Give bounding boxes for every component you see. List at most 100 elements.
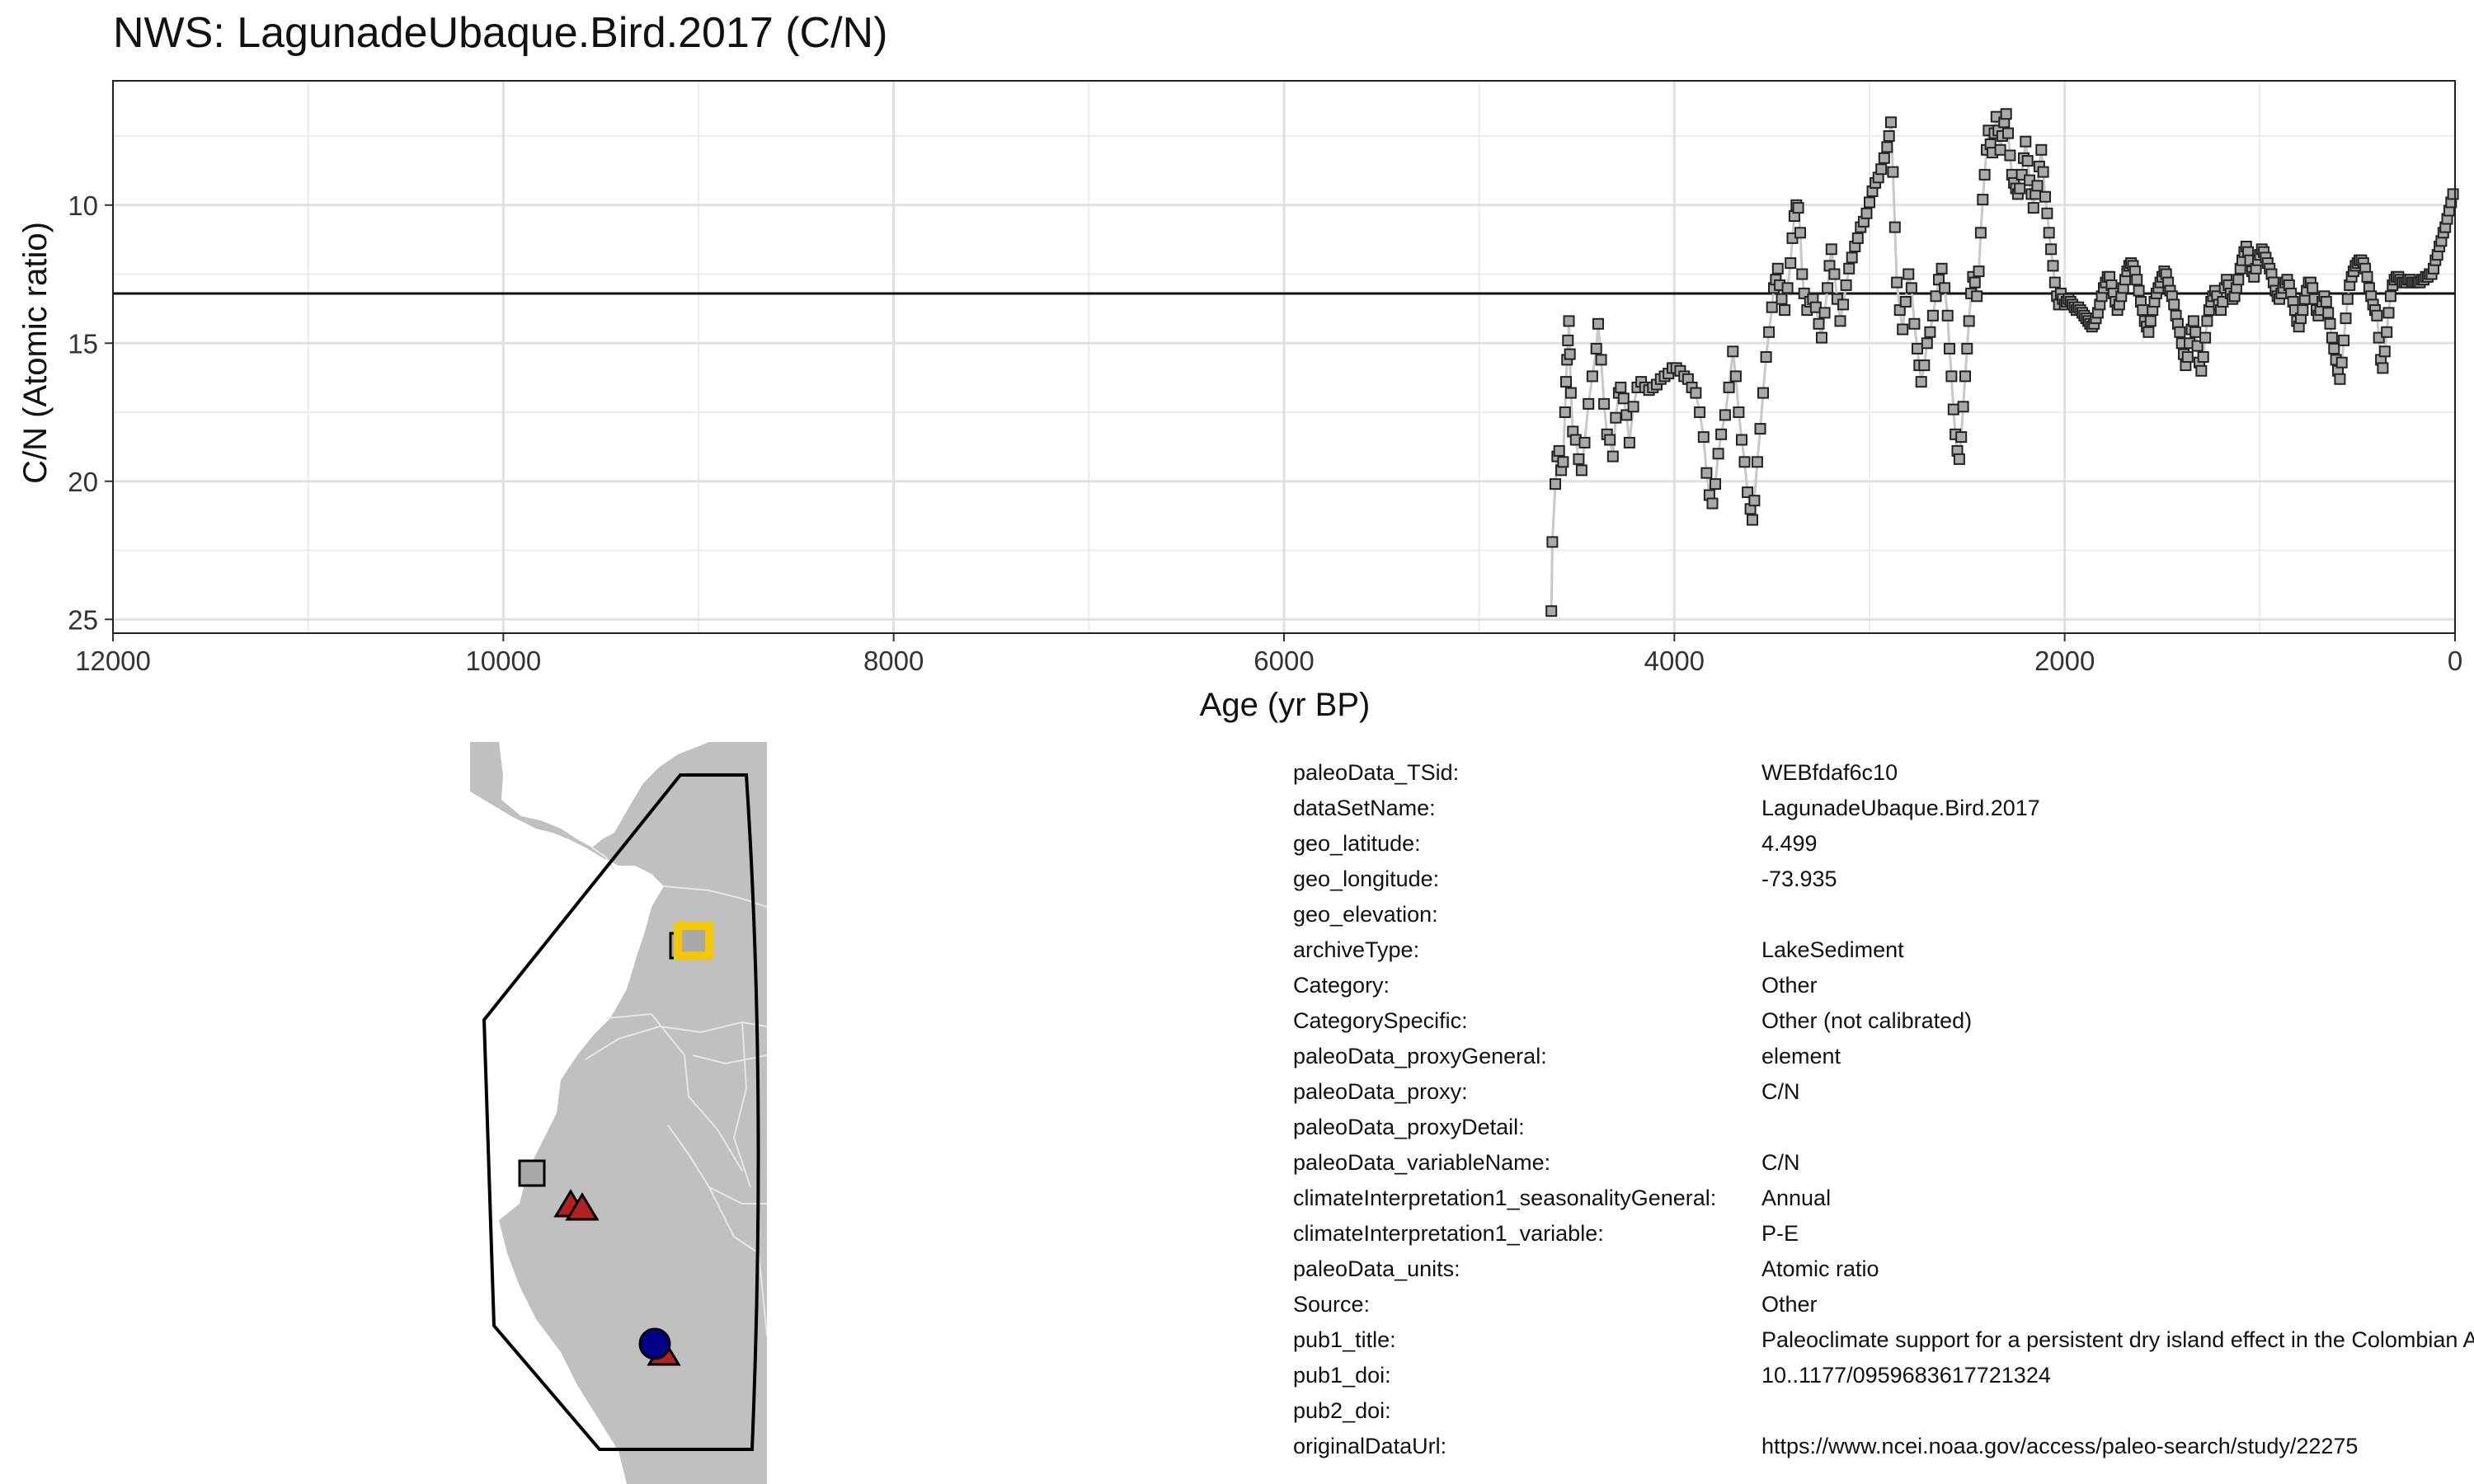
data-point [2371,309,2383,322]
x-tick-label: 10000 [465,646,541,676]
data-point [1893,304,1906,317]
data-point [1959,370,1971,383]
data-point [2137,304,2149,317]
data-point [1945,370,1958,383]
data-point [1968,276,1981,289]
data-point [1881,141,1893,153]
metadata-value: LagunadeUbaque.Bird.2017 [1761,796,2040,820]
x-axis-label: Age (yr BP) [1200,687,1371,723]
metadata-value: 10..1177/0959683617721324 [1761,1363,2051,1388]
plot-panel-border [112,80,2456,634]
y-tick-label: 20 [68,467,98,497]
metadata-key: archiveType: [1293,937,1420,962]
data-point [1776,293,1788,305]
data-point [2326,331,2338,344]
site-map [470,742,767,1484]
data-point [1723,381,1735,393]
data-point [2322,307,2335,319]
data-point [2181,351,2194,363]
metadata-value: Annual [1761,1186,1832,1210]
data-point [2341,293,2354,305]
data-point [2021,155,2034,167]
metadata-key: paleoData_proxy: [1293,1079,1468,1104]
data-point [1557,456,1569,468]
metadata-key: pub2_doi: [1293,1398,1391,1423]
metadata-value: 4.499 [1761,831,1818,856]
data-point [1757,387,1769,399]
data-point [2142,326,2155,338]
data-point [1604,434,1616,446]
data-point [1994,143,2006,156]
data-point [1559,406,1571,418]
data-point [1794,227,1806,239]
y-tick-label: 10 [68,190,98,221]
metadata-row: dataSetName: LagunadeUbaque.Bird.2017 [1293,796,2474,829]
metadata-key: climateInterpretation1_variable: [1293,1221,1604,1246]
metadata-row: Source: Other [1293,1292,2474,1325]
data-point [2338,334,2350,346]
site-marker-circle [638,1327,671,1360]
metadata-key: geo_latitude: [1293,831,1421,856]
metadata-value: WEBfdaf6c10 [1761,760,1898,785]
metadata-value: Other [1761,1292,1818,1317]
data-point [1766,301,1778,313]
data-point [1939,282,1951,294]
site-marker-triangle [565,1192,600,1221]
data-point [1834,315,1846,327]
data-point [2000,108,2012,120]
data-point [1590,342,1602,355]
data-point [2307,282,2319,294]
data-point [1875,163,1888,176]
data-point [1751,456,1763,468]
data-point [1905,282,1917,294]
data-point [2195,364,2208,377]
metadata-row: Category: Other [1293,973,2474,1006]
data-point [1546,536,1559,548]
data-point [1864,196,1875,209]
data-point [1617,392,1630,405]
metadata-row: originalDataUrl: https://www.ncei.noaa.go… [1293,1434,2474,1467]
metadata-row: CategorySpecific: Other (not calibrated) [1293,1008,2474,1041]
data-point [2133,284,2145,297]
y-tick-label: 15 [68,328,98,359]
metadata-row: climateInterpretation1_seasonalityGenera… [1293,1186,2474,1219]
data-point [1564,348,1576,360]
data-point [2004,149,2016,162]
data-point [1615,381,1627,393]
data-point [1935,262,1948,275]
data-point [2174,326,2186,338]
data-point [1760,351,1772,363]
metadata-row: pub1_title: Paleoclimate support for a pe… [1293,1327,2474,1360]
data-point [1747,514,1758,526]
data-point [1754,423,1766,435]
data-point [1846,251,1858,264]
data-point [1912,342,1923,355]
data-point [1578,436,1591,448]
data-point [1915,376,1927,388]
data-point [1748,495,1761,507]
data-point [1627,401,1639,413]
data-point [1860,207,1873,219]
data-point [1719,409,1731,421]
x-tick-label: 0 [2448,646,2462,676]
site-markers [518,922,713,1366]
data-point [2381,326,2393,338]
data-point [1575,464,1587,477]
data-point [1598,397,1611,410]
data-point [2334,373,2346,385]
metadata-value: element [1761,1044,1841,1068]
data-point [1606,450,1619,463]
x-tick-label: 4000 [1644,646,1705,676]
metadata-key: pub1_doi: [1293,1363,1391,1388]
metadata-row: pub1_doi: 10..1177/0959683617721324 [1293,1363,2474,1396]
metadata-key: dataSetName: [1293,796,1436,820]
metadata-key: originalDataUrl: [1293,1434,1447,1458]
data-point [1592,317,1604,330]
data-point [1553,444,1565,457]
data-point [1851,232,1864,244]
data-point [1908,317,1921,330]
data-point [1903,268,1915,280]
data-point [2199,331,2212,344]
data-point [1562,334,1574,346]
data-point [1712,448,1724,460]
